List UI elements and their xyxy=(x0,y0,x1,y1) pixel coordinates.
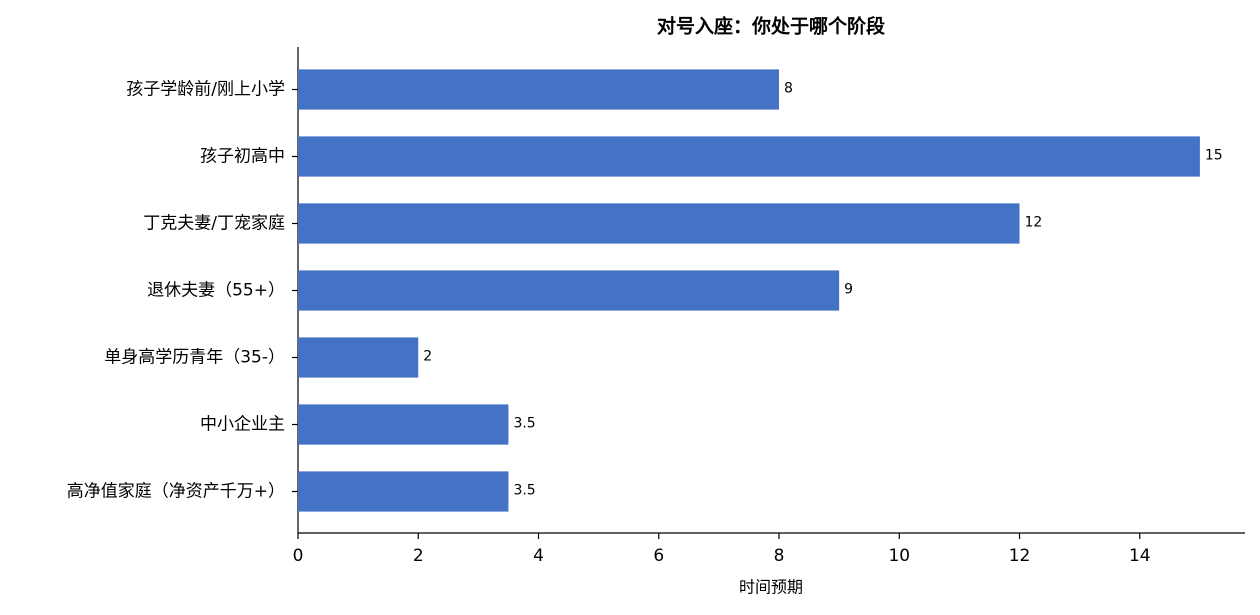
value-label: 15 xyxy=(1205,148,1223,164)
x-tick-label: 4 xyxy=(533,546,544,566)
y-tick-label: 丁克夫妻/丁宠家庭 xyxy=(143,214,285,234)
bar xyxy=(298,337,419,378)
y-tick-label: 退休夫妻（55+） xyxy=(147,281,285,301)
x-tick-label: 0 xyxy=(293,546,304,566)
y-tick-label: 孩子初高中 xyxy=(200,147,285,167)
bar xyxy=(298,404,509,445)
x-tick-label: 8 xyxy=(774,546,785,566)
chart-title: 对号入座：你处于哪个阶段 xyxy=(657,15,886,38)
bar xyxy=(298,270,840,311)
value-label: 8 xyxy=(784,81,793,97)
bar xyxy=(298,471,509,512)
x-tick-label: 6 xyxy=(653,546,664,566)
value-label: 9 xyxy=(844,282,853,298)
y-tick-label: 单身高学历青年（35-） xyxy=(104,348,285,368)
value-label: 3.5 xyxy=(513,416,535,432)
bar xyxy=(298,203,1020,244)
x-tick-label: 10 xyxy=(888,546,910,566)
x-tick-label: 2 xyxy=(413,546,424,566)
x-tick-label: 14 xyxy=(1129,546,1151,566)
value-label: 2 xyxy=(423,349,432,365)
y-tick-label: 孩子学龄前/刚上小学 xyxy=(126,80,285,100)
value-label: 12 xyxy=(1025,215,1043,231)
y-tick-label: 高净值家庭（净资产千万+） xyxy=(67,482,285,502)
bar xyxy=(298,136,1200,177)
x-tick-label: 12 xyxy=(1009,546,1031,566)
y-tick-label: 中小企业主 xyxy=(200,415,285,435)
bar xyxy=(298,69,780,110)
value-label: 3.5 xyxy=(513,483,535,499)
x-axis-label: 时间预期 xyxy=(739,578,803,597)
